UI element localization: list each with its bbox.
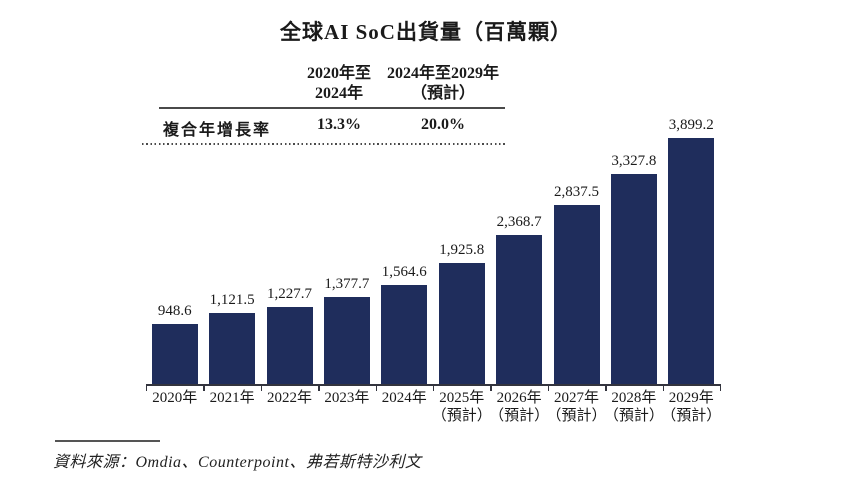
bar: [209, 313, 256, 384]
x-axis-tick: [662, 385, 664, 391]
source-note: 資料來源：Omdia、Counterpoint、弗若斯特沙利文: [53, 454, 422, 471]
bar: [323, 297, 370, 384]
x-axis-label-note: （預計）: [661, 408, 722, 424]
bar: [381, 285, 428, 384]
bar-value-label: 1,925.8: [439, 241, 485, 258]
x-axis-label-note: （預計）: [546, 408, 607, 424]
bar: [438, 262, 485, 384]
x-axis-label-year: 2023年: [324, 390, 370, 406]
bar-value-label: 1,564.6: [381, 264, 427, 281]
x-axis-label: 2027年 （預計）: [542, 389, 611, 425]
x-axis-label-year: 2020年: [152, 390, 198, 406]
x-axis-tick: [375, 385, 377, 391]
x-axis-tick: [318, 385, 320, 391]
bar-value-label: 2,837.5: [553, 183, 599, 200]
x-axis-ticks: [146, 385, 722, 392]
x-axis-label: 2028年 （預計）: [599, 389, 668, 425]
bar: [266, 306, 313, 384]
x-axis-label-year: 2027年: [553, 390, 599, 406]
x-axis-label-year: 2026年: [496, 390, 542, 406]
x-axis-label: 2026年 （預計）: [484, 389, 553, 425]
chart-title: 全球AI SoC出貨量（百萬顆）: [280, 20, 572, 44]
x-axis-tick: [720, 385, 722, 391]
bar-value-label: 948.6: [157, 303, 192, 320]
x-axis-label-year: 2029年: [668, 390, 714, 406]
source-divider: [55, 440, 160, 442]
bar-value-label: 1,121.5: [209, 292, 255, 309]
x-axis-label: 2021年: [197, 389, 266, 407]
x-axis-label-note: （預計）: [603, 408, 664, 424]
x-axis-tick: [260, 385, 263, 391]
bar: [610, 174, 657, 384]
x-axis-label: 2029年 （預計）: [657, 389, 726, 425]
bar: [553, 204, 600, 384]
x-axis-label-year: 2021年: [209, 390, 255, 406]
plot-area: 948.6 1,121.5 1,227.7 1,377.7 1,564.6 1,925.8…: [146, 117, 720, 384]
x-axis-tick: [433, 385, 435, 391]
x-axis-label: 2023年: [312, 389, 381, 407]
bar: [496, 234, 543, 384]
x-axis-tick: [547, 385, 550, 391]
cagr-value-2020-2024: 13.3%: [317, 116, 361, 133]
x-axis-tick: [490, 385, 492, 391]
table-bottom-dotted-rule: [142, 143, 506, 145]
column-header-line1: 2020年至: [306, 65, 371, 82]
cagr-column-header-2024-2029: 2024年至2029年 （預計）: [364, 64, 522, 104]
x-axis-label: 2025年 （預計）: [427, 389, 496, 425]
column-header-line2: （預計）: [410, 85, 475, 102]
x-axis-tick: [146, 385, 148, 391]
x-axis-label-note: （預計）: [489, 408, 550, 424]
x-axis-label-year: 2024年: [381, 390, 427, 406]
bar-value-label: 3,327.8: [611, 153, 657, 170]
x-axis-tick: [203, 385, 205, 391]
x-axis-label: 2024年: [370, 389, 439, 407]
cagr-row-label: 複合年增長率: [163, 122, 272, 139]
x-axis-label: 2020年: [140, 389, 209, 407]
x-axis-label-note: （預計）: [431, 408, 492, 424]
column-header-line1: 2024年至2029年: [386, 65, 499, 82]
x-axis-label-year: 2028年: [611, 390, 657, 406]
cagr-value-2024-2029: 20.0%: [421, 116, 465, 133]
bar-value-label: 2,368.7: [496, 213, 542, 230]
x-axis-line: [146, 384, 721, 386]
bar-value-label: 1,227.7: [266, 285, 312, 302]
x-axis-tick: [605, 385, 607, 391]
bar: [151, 324, 198, 384]
table-header-rule: [159, 107, 505, 109]
bar-value-label: 3,899.2: [668, 117, 714, 133]
cagr-column-header-2020-2024: 2020年至 2024年: [283, 64, 395, 104]
x-axis-label-year: 2025年: [439, 390, 485, 406]
x-axis-labels: 2020年 2021年 2022年 2023年 2024年 2025年 （預計） 2026年（…: [146, 389, 721, 429]
bar: [668, 138, 715, 384]
bar-value-label: 1,377.7: [324, 276, 370, 293]
column-header-line2: 2024年: [314, 85, 363, 102]
x-axis-label-year: 2022年: [266, 390, 312, 406]
x-axis-label: 2022年: [255, 389, 324, 407]
